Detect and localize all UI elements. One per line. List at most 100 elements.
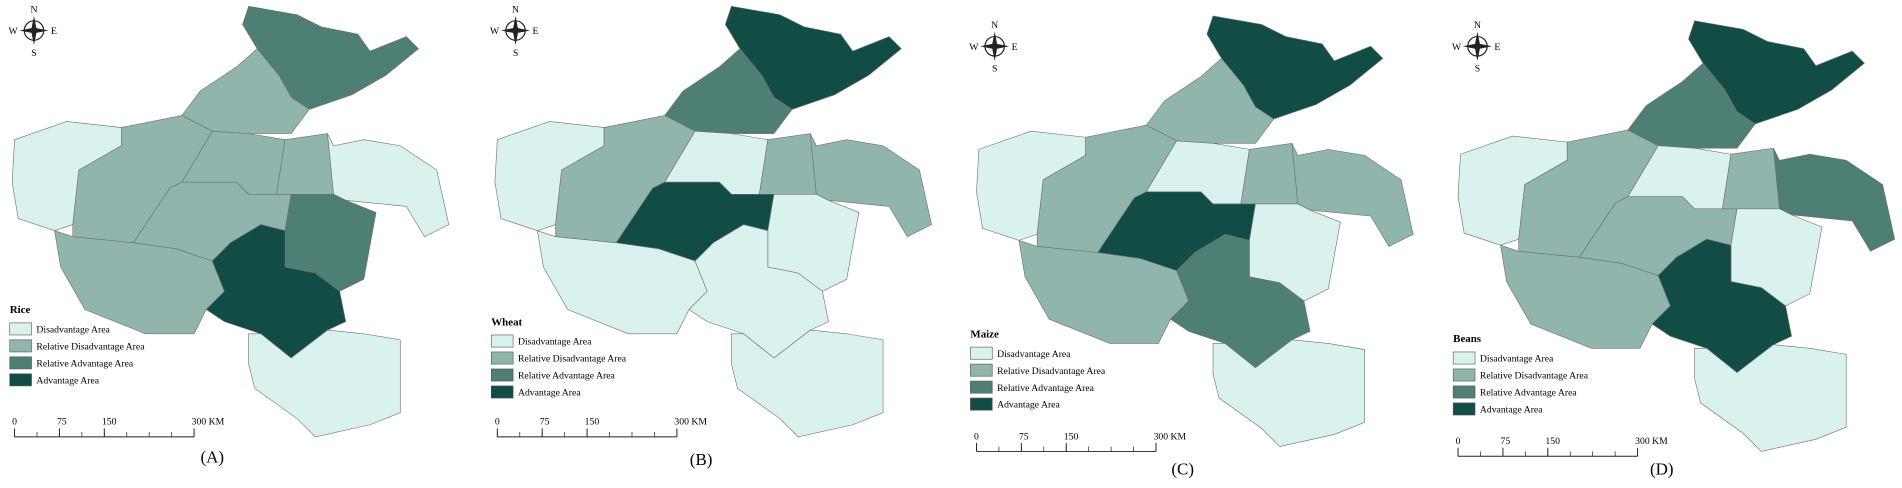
legend-swatch (970, 363, 993, 377)
legend: Wheat Disadvantage Area Relative Disadvant… (490, 316, 627, 399)
scale-label: 150 (102, 417, 117, 428)
scale-label: 75 (1019, 431, 1029, 442)
legend-title: Beans (1453, 333, 1481, 345)
scale-label: 0 (495, 417, 500, 428)
legend: Beans Disadvantage Area Relative Disadvant… (1452, 333, 1589, 416)
legend-label: Relative Disadvantage Area (518, 354, 627, 365)
legend-swatch (1452, 385, 1476, 399)
scale-label: 300 KM (674, 417, 707, 428)
legend-swatch (1452, 351, 1476, 365)
compass-n: N (512, 4, 519, 15)
map (494, 5, 932, 438)
map-panel: N S E W Maize Disadvantage Area Relative Disad… (969, 15, 1414, 478)
scale-label: 150 (1545, 436, 1560, 447)
legend-swatch (9, 339, 32, 353)
map (1457, 20, 1896, 452)
scale-label: 0 (12, 417, 17, 428)
region (248, 329, 401, 438)
legend-swatch (9, 373, 32, 387)
compass-s: S (992, 64, 997, 75)
compass: N S E W (969, 20, 1017, 75)
legend-label: Advantage Area (997, 400, 1060, 411)
legend-label: Advantage Area (518, 388, 581, 399)
legend-swatch (970, 397, 993, 411)
legend-label: Relative Disadvantage Area (1480, 371, 1589, 382)
legend-swatch (970, 380, 993, 394)
scale-label: 75 (540, 417, 550, 428)
legend: Maize Disadvantage Area Relative Disadvant… (970, 328, 1106, 411)
legend-label: Relative Advantage Area (36, 359, 134, 370)
compass-w: W (8, 26, 18, 37)
compass-n: N (1474, 20, 1481, 31)
legend-swatch (490, 351, 514, 365)
legend-label: Relative Disadvantage Area (36, 342, 145, 353)
panel-caption: (B) (690, 450, 713, 469)
legend-title: Maize (970, 328, 999, 340)
legend-label: Relative Advantage Area (997, 383, 1095, 394)
scale-label: 300 KM (1635, 436, 1668, 447)
compass-star (980, 31, 1010, 61)
region (688, 224, 829, 359)
legend-swatch (1452, 402, 1476, 416)
legend-label: Disadvantage Area (518, 337, 592, 348)
compass-n: N (991, 20, 998, 31)
region (731, 329, 884, 438)
region (1170, 233, 1311, 369)
legend-label: Relative Advantage Area (518, 371, 616, 382)
scale-label: 75 (57, 417, 67, 428)
compass-star (500, 15, 531, 46)
scale-label: 150 (585, 417, 600, 428)
legend-swatch (490, 385, 514, 399)
scale-label: 0 (1456, 436, 1461, 447)
scale-bar: 0 75 150 300 KM (12, 417, 225, 438)
scale-label: 300 KM (192, 417, 225, 428)
legend-swatch (9, 356, 32, 370)
compass-e: E (51, 26, 57, 37)
compass: N S E W (8, 4, 56, 59)
legend-swatch (970, 346, 993, 360)
compass-w: W (1452, 42, 1462, 53)
compass: N S E W (490, 4, 538, 59)
compass-e: E (533, 26, 539, 37)
region (1694, 344, 1847, 452)
scale-label: 150 (1064, 431, 1079, 442)
compass-e: E (1012, 42, 1018, 53)
region (1240, 142, 1299, 205)
region (1651, 238, 1792, 373)
compass: N S E W (1452, 20, 1500, 75)
compass-w: W (490, 26, 500, 37)
legend-label: Advantage Area (1480, 405, 1543, 416)
legend-label: Disadvantage Area (997, 349, 1071, 360)
panel-caption: (A) (200, 447, 224, 466)
compass-star (1462, 31, 1493, 61)
region (205, 224, 347, 359)
legend-label: Disadvantage Area (1480, 354, 1554, 365)
legend-title: Wheat (491, 316, 522, 328)
panel-caption: (C) (1171, 459, 1194, 478)
scale-bar: 0 75 150 300 KM (974, 431, 1187, 452)
map-panel: N S E W Rice Disadvantage Area Relative Disadv… (8, 4, 450, 466)
region (276, 133, 334, 195)
compass-star (19, 15, 49, 46)
legend-swatch (9, 322, 32, 336)
map-panel: N S E W Wheat Disadvantage Area Relative Disad… (490, 4, 932, 469)
legend-swatch (490, 368, 514, 382)
region (758, 133, 817, 195)
scale-label: 0 (974, 431, 979, 442)
compass-s: S (1475, 64, 1480, 75)
legend-label: Advantage Area (36, 375, 99, 386)
scale-label: 75 (1500, 436, 1510, 447)
region (1722, 147, 1780, 210)
legend-label: Relative Advantage Area (1480, 388, 1578, 399)
legend-label: Relative Disadvantage Area (997, 366, 1106, 377)
map-panel: N S E W Beans Disadvantage Area Relative Disad… (1452, 20, 1896, 478)
legend: Rice Disadvantage Area Relative Disadvanta… (9, 304, 145, 387)
scale-bar: 0 75 150 300 KM (495, 417, 707, 438)
panel-caption: (D) (1650, 459, 1674, 478)
legend-title: Rice (10, 304, 31, 316)
legend-swatch (490, 334, 514, 348)
map (11, 5, 450, 438)
map (976, 15, 1414, 447)
legend-swatch (1452, 368, 1476, 382)
